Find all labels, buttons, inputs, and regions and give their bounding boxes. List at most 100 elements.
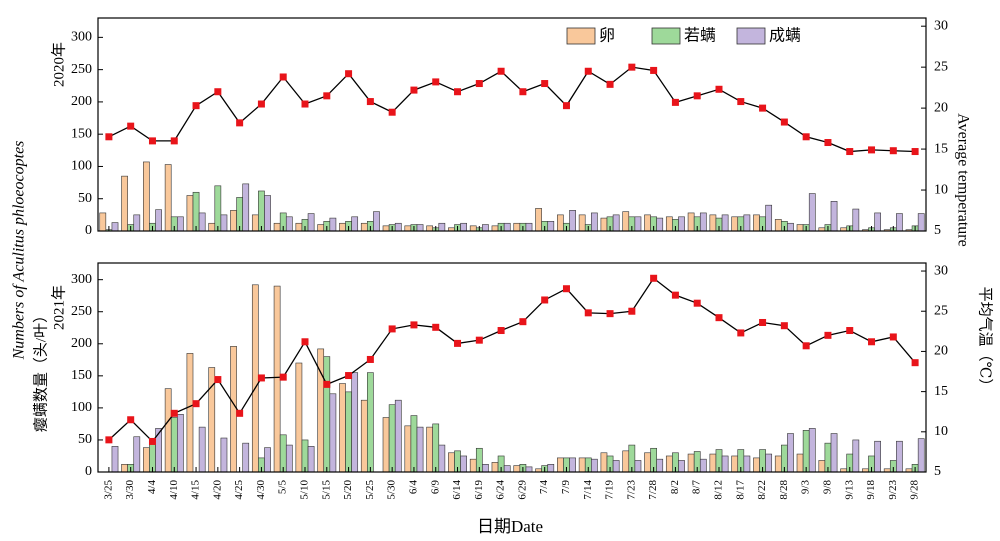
bar: [874, 212, 881, 232]
temperature-point: [475, 336, 483, 344]
temperature-point: [432, 78, 440, 86]
bar: [236, 197, 243, 232]
temperature-point: [671, 291, 679, 299]
y2-tick-label: 25: [934, 303, 948, 318]
y2-tick-label: 20: [934, 100, 948, 115]
bar: [264, 447, 271, 473]
x-tick-label: 9/28: [909, 480, 921, 500]
temperature-point: [366, 98, 374, 106]
bar: [513, 222, 521, 232]
bar: [709, 453, 717, 473]
x-tick-label: 7/4: [538, 480, 550, 495]
temperature-point: [301, 100, 309, 108]
temperature-point: [889, 333, 897, 341]
bar: [177, 414, 184, 473]
x-tick-label: 4/4: [146, 480, 158, 495]
x-tick-label: 6/29: [516, 480, 528, 500]
bar: [339, 383, 346, 473]
bar: [307, 446, 315, 473]
temperature-point: [759, 104, 767, 112]
bar: [220, 437, 228, 473]
temperature-point: [824, 331, 832, 339]
x-tick-label: 6/9: [429, 480, 441, 495]
bar: [307, 213, 315, 232]
x-tick-label: 5/25: [364, 480, 376, 500]
bar: [317, 224, 325, 232]
y2-tick-label: 5: [934, 223, 941, 238]
x-tick-label: 9/13: [843, 480, 855, 500]
x-tick-label: 4/15: [190, 480, 202, 500]
bar: [155, 209, 162, 232]
temperature-point: [105, 436, 113, 444]
temperature-point: [170, 137, 178, 145]
x-tick-label: 8/2: [669, 480, 681, 494]
temperature-point: [192, 102, 200, 110]
bar: [896, 440, 903, 473]
y-tick-label: 0: [85, 223, 92, 238]
bar: [285, 216, 293, 232]
bar: [329, 217, 337, 232]
bar: [258, 190, 265, 232]
bar: [787, 222, 794, 232]
temperature-point: [584, 309, 592, 317]
temperature-point: [410, 321, 418, 329]
bar: [230, 346, 237, 473]
y2-tick-label: 20: [934, 344, 948, 359]
bar: [170, 417, 178, 473]
bar: [416, 426, 424, 473]
y-tick-label: 100: [71, 159, 92, 174]
temperature-point: [323, 92, 331, 100]
bar: [230, 210, 237, 232]
temperature-point: [911, 359, 919, 367]
y-tick-label: 150: [71, 368, 92, 383]
bar: [578, 457, 586, 473]
temperature-point: [541, 80, 549, 88]
bar: [279, 434, 287, 473]
temperature-point: [650, 66, 658, 74]
temperature-point: [715, 85, 723, 93]
temperature-point: [780, 322, 788, 330]
bar: [394, 399, 402, 473]
bar: [404, 425, 412, 473]
x-tick-label: 8/22: [756, 480, 768, 500]
temperature-point: [257, 100, 265, 108]
temperature-point: [889, 147, 897, 155]
x-tick-label: 8/12: [713, 480, 725, 500]
bar: [774, 455, 782, 473]
bar: [460, 222, 467, 232]
bar: [525, 222, 533, 232]
y-tick-label: 50: [78, 432, 92, 447]
bar: [164, 164, 172, 232]
temperature-point: [868, 146, 876, 154]
y-tick-label: 300: [71, 30, 92, 45]
bar: [699, 212, 707, 232]
bar: [121, 464, 128, 473]
x-tick-label: 4/25: [233, 480, 245, 500]
bar: [111, 446, 119, 473]
bar: [774, 219, 782, 232]
legend-swatch: [651, 27, 681, 45]
temperature-point: [127, 122, 135, 130]
temperature-point: [454, 339, 462, 347]
bar: [373, 211, 380, 232]
x-tick-label: 5/20: [342, 480, 354, 500]
bar: [469, 225, 477, 232]
temperature-point: [519, 318, 527, 326]
x-tick-label: 8/7: [691, 480, 703, 495]
y2-axis-label: Average temperature: [954, 113, 971, 246]
bar: [802, 430, 810, 473]
bar: [808, 428, 816, 473]
bar: [721, 455, 729, 473]
x-tick-label: 3/30: [124, 480, 136, 500]
temperature-point: [737, 98, 745, 106]
y-tick-label: 0: [85, 464, 92, 479]
x-tick-label: 7/14: [582, 480, 594, 500]
plot-frame: [97, 262, 927, 473]
temperature-point: [127, 416, 135, 424]
y-tick-label: 50: [78, 191, 92, 206]
bar: [388, 404, 396, 473]
bar: [535, 208, 542, 232]
temperature-point: [541, 296, 549, 304]
bar: [796, 453, 804, 473]
temperature-point: [345, 372, 353, 380]
